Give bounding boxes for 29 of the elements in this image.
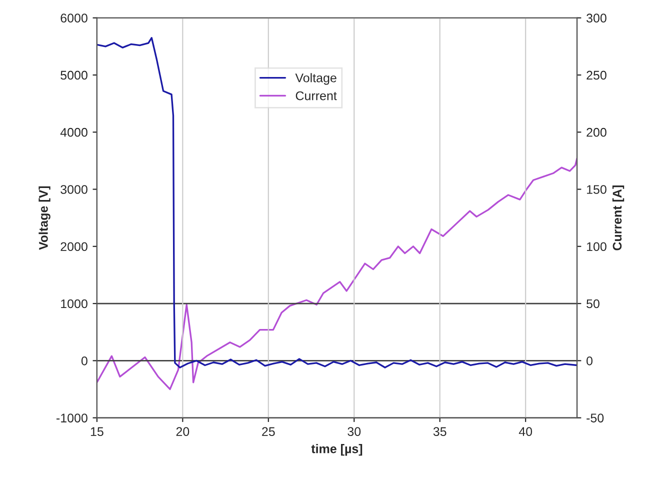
y-tick-label: 2000	[60, 242, 88, 252]
y-tick-label: -1000	[56, 414, 88, 422]
x-tick-label: 20	[176, 427, 190, 436]
legend-label: Current	[296, 91, 337, 100]
y2-tick-label: 150	[586, 185, 606, 194]
x-tick-label: 30	[348, 427, 361, 436]
legend-label: Voltage	[295, 73, 336, 85]
y2-tick-label: 300	[586, 14, 606, 23]
y-axis-title: Voltage [V]	[38, 186, 50, 250]
x-tick-label: 40	[518, 427, 532, 436]
y2-tick-label: 0	[586, 356, 593, 366]
x-tick-label: 25	[262, 427, 275, 436]
y2-axis-title: Current [A]	[612, 186, 624, 250]
x-axis-title: time [µs]	[311, 444, 362, 456]
y2-tick-label: 50	[586, 299, 600, 308]
y-tick-label: 5000	[60, 70, 88, 80]
y-tick-label: 0	[81, 356, 88, 366]
y-tick-label: 1000	[61, 299, 88, 308]
line-series	[96, 37, 578, 368]
y-tick-label: 3000	[60, 185, 88, 194]
y2-tick-label: 250	[586, 70, 606, 80]
line-series	[96, 158, 578, 390]
x-tick-label: 35	[433, 427, 446, 436]
y-tick-label: 6000	[60, 14, 88, 23]
y2-tick-label: 100	[586, 242, 606, 252]
y2-tick-label: 200	[586, 128, 606, 137]
y-tick-label: 4000	[60, 128, 88, 137]
y2-tick-label: -50	[586, 414, 604, 422]
x-tick-label: 15	[90, 427, 104, 436]
